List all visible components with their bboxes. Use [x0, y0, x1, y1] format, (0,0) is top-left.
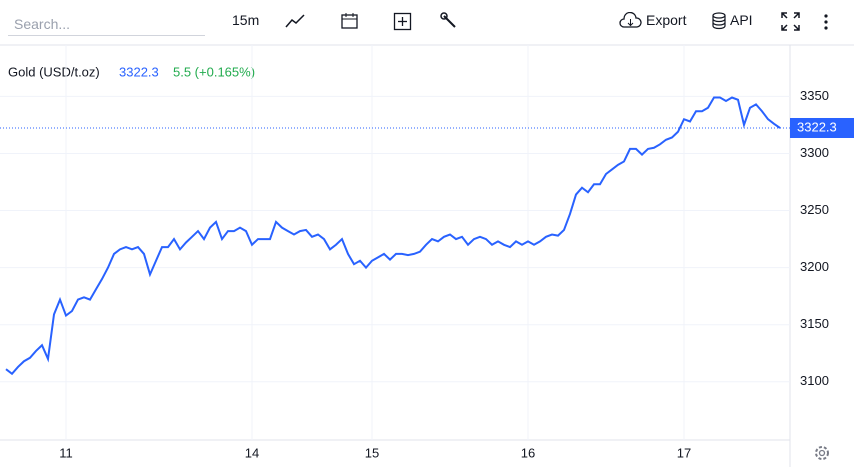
legend-change: 5.5 (+0.165%): [173, 64, 255, 79]
more-icon[interactable]: [822, 12, 830, 32]
y-tick-label: 3100: [800, 373, 829, 388]
y-tick-label: 3200: [800, 259, 829, 274]
legend-series-name: Gold (USD/t.oz): [8, 64, 100, 79]
gear-icon[interactable]: [815, 446, 829, 460]
api-icon[interactable]: [712, 12, 728, 30]
calendar-icon[interactable]: [340, 11, 360, 31]
export-button[interactable]: Export: [646, 12, 687, 28]
x-tick-label: 15: [365, 445, 379, 460]
x-tick-label: 16: [521, 445, 535, 460]
add-icon[interactable]: [393, 12, 413, 32]
chart-type-icon[interactable]: [284, 12, 306, 30]
price-line: [5, 96, 781, 376]
settings-wrench-icon[interactable]: [440, 12, 460, 32]
y-tick-label: 3150: [800, 316, 829, 331]
last-price-label: 3322.3: [797, 119, 837, 134]
api-button[interactable]: API: [730, 12, 753, 28]
x-tick-label: 17: [677, 445, 691, 460]
search-box[interactable]: Search...: [8, 6, 205, 36]
last-price-badge: [790, 117, 854, 138]
fullscreen-icon[interactable]: [781, 12, 801, 32]
export-icon[interactable]: [619, 12, 643, 30]
y-tick-label: 3250: [800, 202, 829, 217]
x-tick-label: 14: [245, 445, 259, 460]
interval-button[interactable]: 15m: [232, 12, 260, 28]
legend-last-value: 3322.3: [119, 64, 159, 79]
x-tick-label: 11: [59, 445, 73, 460]
y-tick-label: 3350: [800, 88, 829, 103]
y-tick-label: 3300: [800, 145, 829, 160]
